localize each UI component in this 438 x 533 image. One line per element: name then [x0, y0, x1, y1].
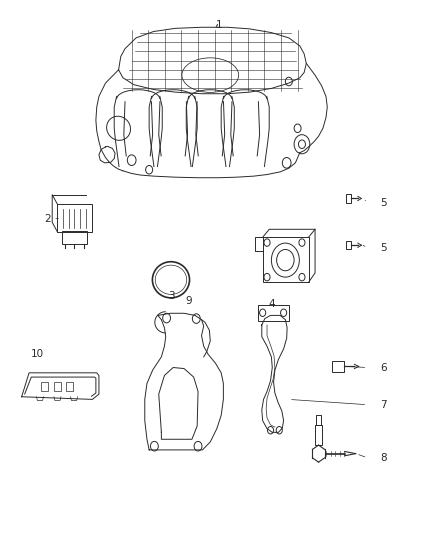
Bar — [346, 241, 351, 249]
Bar — [62, 231, 87, 244]
Text: 5: 5 — [381, 198, 387, 208]
Bar — [54, 382, 61, 391]
Bar — [332, 361, 344, 372]
Bar — [41, 382, 48, 391]
Text: 8: 8 — [381, 453, 387, 463]
Text: 9: 9 — [185, 296, 192, 306]
Text: 10: 10 — [31, 349, 44, 359]
Text: 6: 6 — [381, 362, 387, 373]
Text: 7: 7 — [381, 400, 387, 410]
Text: 3: 3 — [168, 290, 174, 301]
Bar — [315, 425, 322, 445]
Bar — [57, 204, 92, 232]
Bar — [316, 415, 321, 425]
Text: 5: 5 — [381, 243, 387, 253]
Text: 1: 1 — [215, 20, 223, 30]
Text: 2: 2 — [44, 214, 51, 224]
Bar — [66, 382, 73, 391]
Bar — [258, 305, 289, 321]
Bar — [263, 237, 308, 282]
Text: 4: 4 — [268, 298, 275, 309]
Bar — [346, 194, 351, 203]
